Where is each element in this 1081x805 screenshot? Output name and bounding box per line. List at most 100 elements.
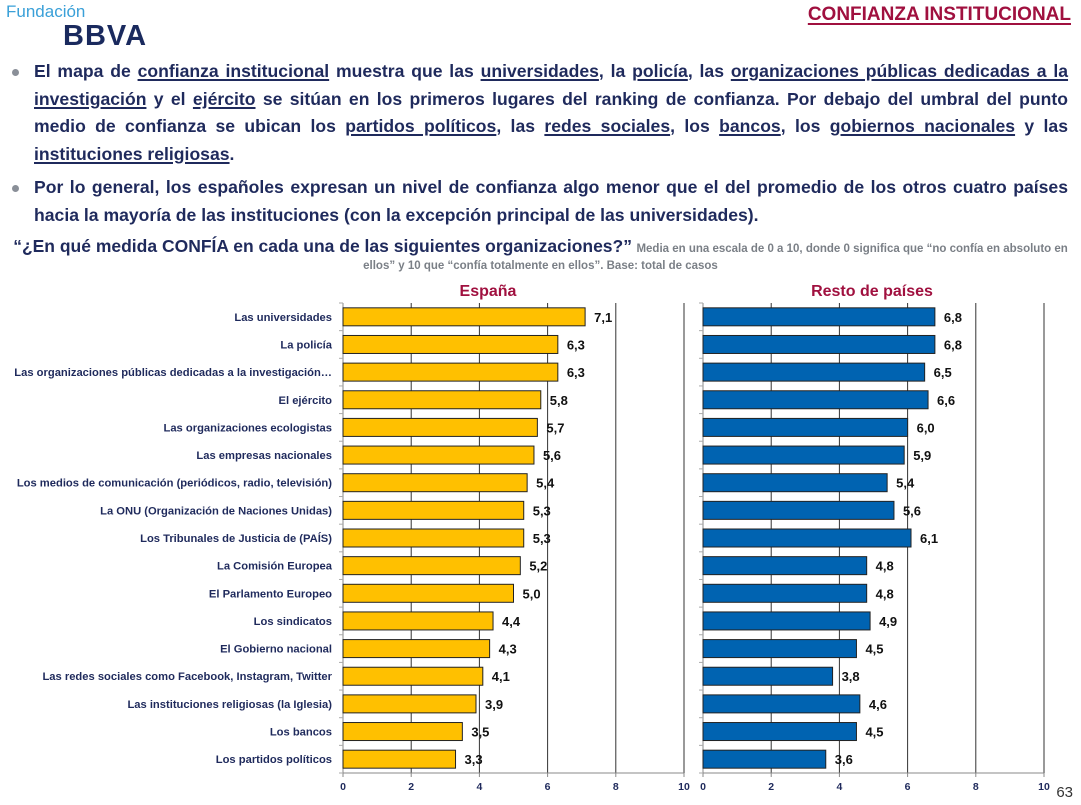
resto-bar: [702, 528, 912, 548]
underlined-keyword: policía: [632, 61, 688, 81]
resto-tick-label: 4: [836, 781, 842, 793]
resto-bar: [702, 334, 936, 354]
espana-bar: [342, 694, 477, 714]
espana-data-label: 6,3: [567, 365, 585, 380]
espana-bar: [342, 390, 542, 410]
espana-data-label: 5,0: [523, 586, 541, 601]
logo-fundacion-text: Fundación: [6, 2, 86, 21]
espana-data-label: 4,4: [502, 614, 521, 629]
underlined-keyword: gobiernos nacionales: [829, 116, 1016, 136]
resto-data-label: 4,5: [865, 642, 883, 657]
espana-data-label: 5,2: [529, 559, 547, 574]
espana-data-label: 5,8: [550, 393, 568, 408]
resto-data-label: 6,6: [937, 393, 955, 408]
logo-bbva: BBVA: [63, 20, 148, 52]
resto-bar: [702, 556, 868, 576]
espana-bar: [342, 362, 559, 382]
espana-bar: [342, 611, 494, 631]
espana-data-label: 5,7: [546, 420, 564, 435]
espana-data-label: 5,4: [536, 476, 555, 491]
bullet-text: , los: [780, 116, 830, 136]
underlined-keyword: bancos: [719, 116, 781, 136]
bullet-list: El mapa de confianza institucional muest…: [10, 58, 1068, 235]
espana-data-label: 3,3: [465, 752, 483, 767]
espana-bar: [342, 417, 538, 437]
underlined-keyword: organizaciones públicas dedicadas a la i…: [34, 61, 1069, 109]
resto-tick-label: 6: [905, 781, 911, 793]
category-label: Los Tribunales de Justicia de (PAÍS): [140, 532, 332, 545]
resto-data-label: 4,8: [876, 559, 894, 574]
question-block: “¿En qué medida CONFÍA en cada una de la…: [0, 237, 1081, 274]
espana-data-label: 7,1: [594, 310, 612, 325]
category-label: Las empresas nacionales: [196, 450, 332, 462]
espana-bar: [342, 334, 559, 354]
espana-tick-label: 2: [408, 781, 414, 793]
resto-data-label: 4,6: [869, 697, 887, 712]
category-label: El Gobierno nacional: [220, 644, 332, 656]
resto-bar: [702, 749, 827, 769]
espana-data-label: 3,5: [471, 725, 489, 740]
espana-data-label: 6,3: [567, 337, 585, 352]
resto-data-label: 5,4: [896, 476, 915, 491]
resto-tick-label: 2: [768, 781, 774, 793]
espana-bar: [342, 556, 521, 576]
bullet-text: se sitúan en los primeros lugares del ra…: [34, 88, 1069, 137]
resto-tick-label: 0: [700, 781, 706, 793]
espana-tick-label: 8: [613, 781, 619, 793]
resto-data-label: 4,8: [876, 586, 894, 601]
underlined-keyword: instituciones religiosas: [34, 143, 230, 164]
underlined-keyword: redes sociales: [544, 116, 671, 136]
bullet-text: Por lo general, los españoles expresan u…: [34, 177, 1068, 225]
category-label: Las redes sociales como Facebook, Instag…: [42, 671, 332, 683]
espana-bar: [342, 473, 528, 493]
page-number: 63: [1056, 784, 1073, 801]
resto-bar: [702, 307, 936, 327]
underlined-keyword: ejército: [192, 88, 256, 109]
bullet-text: , los: [670, 116, 720, 136]
resto-tick-label: 8: [973, 781, 979, 793]
bullet-text: , la: [598, 61, 633, 81]
resto-bar: [702, 500, 895, 520]
espana-bar: [342, 639, 491, 659]
espana-bar: [342, 307, 586, 327]
resto-data-label: 3,8: [842, 669, 860, 684]
bullet-text: muestra que las: [329, 61, 481, 81]
resto-bar: [702, 390, 929, 410]
resto-data-label: 6,0: [917, 420, 935, 435]
resto-bar: [702, 722, 857, 742]
category-label: Las organizaciones ecologistas: [164, 422, 333, 434]
resto-bar: [702, 611, 871, 631]
resto-bar: [702, 473, 888, 493]
category-label: Los medios de comunicación (periódicos, …: [17, 478, 332, 490]
resto-data-label: 4,9: [879, 614, 897, 629]
bullet-text: El mapa de: [34, 61, 138, 81]
category-label: El ejército: [279, 395, 333, 407]
resto-data-label: 5,9: [913, 448, 931, 463]
bullet-item: Por lo general, los españoles expresan u…: [10, 174, 1068, 229]
espana-tick-label: 10: [678, 781, 690, 793]
category-label: Las universidades: [234, 312, 332, 324]
category-label: Las organizaciones públicas dedicadas a …: [14, 367, 332, 379]
espana-data-label: 5,3: [533, 503, 551, 518]
category-label: El Parlamento Europeo: [209, 588, 332, 600]
panel-title-espana: España: [459, 283, 517, 300]
espana-data-label: 4,3: [499, 642, 517, 657]
resto-bar: [702, 583, 868, 603]
espana-data-label: 4,1: [492, 669, 510, 684]
bullet-text: .: [229, 143, 235, 164]
underlined-keyword: confianza institucional: [137, 61, 330, 81]
section-title: CONFIANZA INSTITUCIONAL: [807, 4, 1071, 25]
resto-bar: [702, 445, 905, 465]
espana-tick-label: 0: [340, 781, 346, 793]
category-label: La Comisión Europea: [217, 561, 333, 573]
resto-data-label: 6,8: [944, 310, 962, 325]
resto-data-label: 6,5: [934, 365, 952, 380]
category-label: Las instituciones religiosas (la Iglesia…: [127, 699, 332, 711]
bullet-text: , las: [496, 116, 545, 136]
resto-bar: [702, 417, 909, 437]
espana-bar: [342, 528, 525, 548]
category-label: La ONU (Organización de Naciones Unidas): [100, 505, 332, 517]
resto-data-label: 3,6: [835, 752, 853, 767]
category-label: Los partidos políticos: [216, 754, 332, 766]
